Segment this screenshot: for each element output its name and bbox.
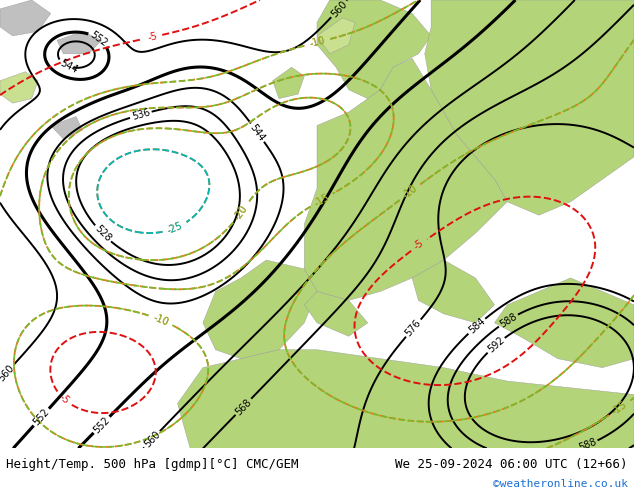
Text: -5: -5 bbox=[57, 392, 71, 406]
Text: -15: -15 bbox=[611, 399, 629, 416]
Text: 560: 560 bbox=[142, 429, 162, 449]
Text: -5: -5 bbox=[146, 31, 158, 43]
Text: 576: 576 bbox=[403, 318, 424, 339]
Text: 552: 552 bbox=[31, 407, 51, 427]
Text: -20: -20 bbox=[233, 203, 250, 222]
Text: -15: -15 bbox=[312, 192, 331, 208]
Text: -15: -15 bbox=[611, 399, 629, 416]
Text: 544: 544 bbox=[248, 122, 267, 143]
Text: -10: -10 bbox=[309, 35, 327, 49]
Text: -10: -10 bbox=[152, 312, 170, 327]
Text: Height/Temp. 500 hPa [gdmp][°C] CMC/GEM: Height/Temp. 500 hPa [gdmp][°C] CMC/GEM bbox=[6, 458, 299, 470]
Text: -20: -20 bbox=[233, 203, 250, 222]
Text: -25: -25 bbox=[165, 220, 184, 236]
Text: -10: -10 bbox=[309, 35, 327, 49]
Text: -10: -10 bbox=[401, 184, 419, 201]
Text: -15: -15 bbox=[312, 192, 331, 208]
Text: -5: -5 bbox=[412, 238, 426, 252]
Text: ©weatheronline.co.uk: ©weatheronline.co.uk bbox=[493, 479, 628, 489]
Text: 544: 544 bbox=[58, 58, 79, 75]
Text: -25: -25 bbox=[165, 220, 184, 236]
Text: 588: 588 bbox=[577, 437, 598, 453]
Text: 588: 588 bbox=[498, 311, 519, 329]
Text: 536: 536 bbox=[131, 107, 151, 122]
Text: -10: -10 bbox=[401, 184, 419, 201]
Text: 560: 560 bbox=[329, 0, 349, 19]
Text: 552: 552 bbox=[88, 29, 109, 49]
Text: 592: 592 bbox=[486, 335, 506, 355]
Text: 560: 560 bbox=[0, 363, 16, 383]
Text: 568: 568 bbox=[233, 396, 254, 417]
Text: We 25-09-2024 06:00 UTC (12+66): We 25-09-2024 06:00 UTC (12+66) bbox=[395, 458, 628, 470]
Text: 552: 552 bbox=[91, 415, 112, 435]
Text: 584: 584 bbox=[467, 316, 487, 336]
Text: 528: 528 bbox=[93, 223, 113, 244]
Text: -10: -10 bbox=[152, 312, 170, 327]
